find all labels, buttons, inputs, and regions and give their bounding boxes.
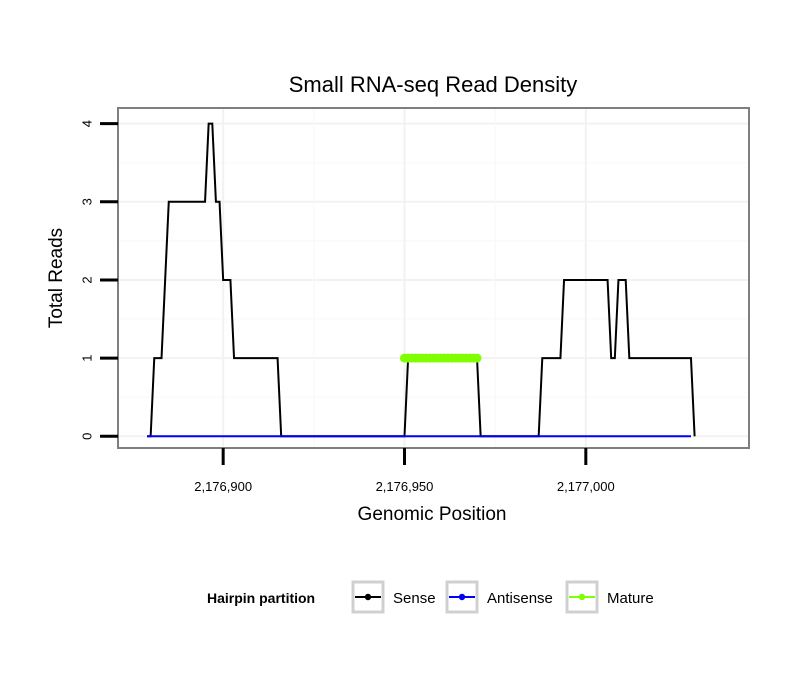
legend-label-antisense: Antisense	[487, 590, 553, 607]
legend: Hairpin partition Sense Antisense Mature	[207, 580, 654, 614]
legend-item-mature: Mature	[565, 580, 654, 614]
series-group	[147, 122, 696, 438]
x-axis-title: Genomic Position	[358, 504, 507, 525]
chart-title: Small RNA-seq Read Density	[289, 72, 578, 97]
legend-label-mature: Mature	[607, 590, 654, 607]
x-tick-label: 2,177,000	[557, 479, 615, 494]
legend-item-antisense: Antisense	[445, 580, 553, 614]
legend-point-mature	[578, 593, 586, 601]
plot-border	[117, 107, 750, 449]
y-tick-label: 4	[79, 120, 94, 127]
y-tick-label: 0	[79, 433, 94, 440]
legend-title: Hairpin partition	[207, 590, 315, 606]
y-tick-label: 3	[79, 198, 94, 205]
legend-label-sense: Sense	[393, 590, 436, 607]
legend-point-sense	[364, 593, 372, 601]
y-tick-label: 1	[79, 354, 94, 361]
x-tick-label: 2,176,900	[194, 479, 252, 494]
y-axis-title: Total Reads	[46, 228, 67, 328]
x-axis: 2,176,900 2,176,950 2,177,000	[194, 448, 615, 494]
legend-point-antisense	[458, 593, 466, 601]
x-tick-label: 2,176,950	[376, 479, 434, 494]
sense-line	[147, 122, 696, 438]
y-tick-label: 2	[79, 276, 94, 283]
legend-item-sense: Sense	[351, 580, 436, 614]
y-axis: 0 1 2 3 4	[79, 120, 118, 440]
plot-area	[117, 107, 750, 449]
mature-series	[399, 353, 482, 363]
mature-point	[472, 353, 482, 363]
